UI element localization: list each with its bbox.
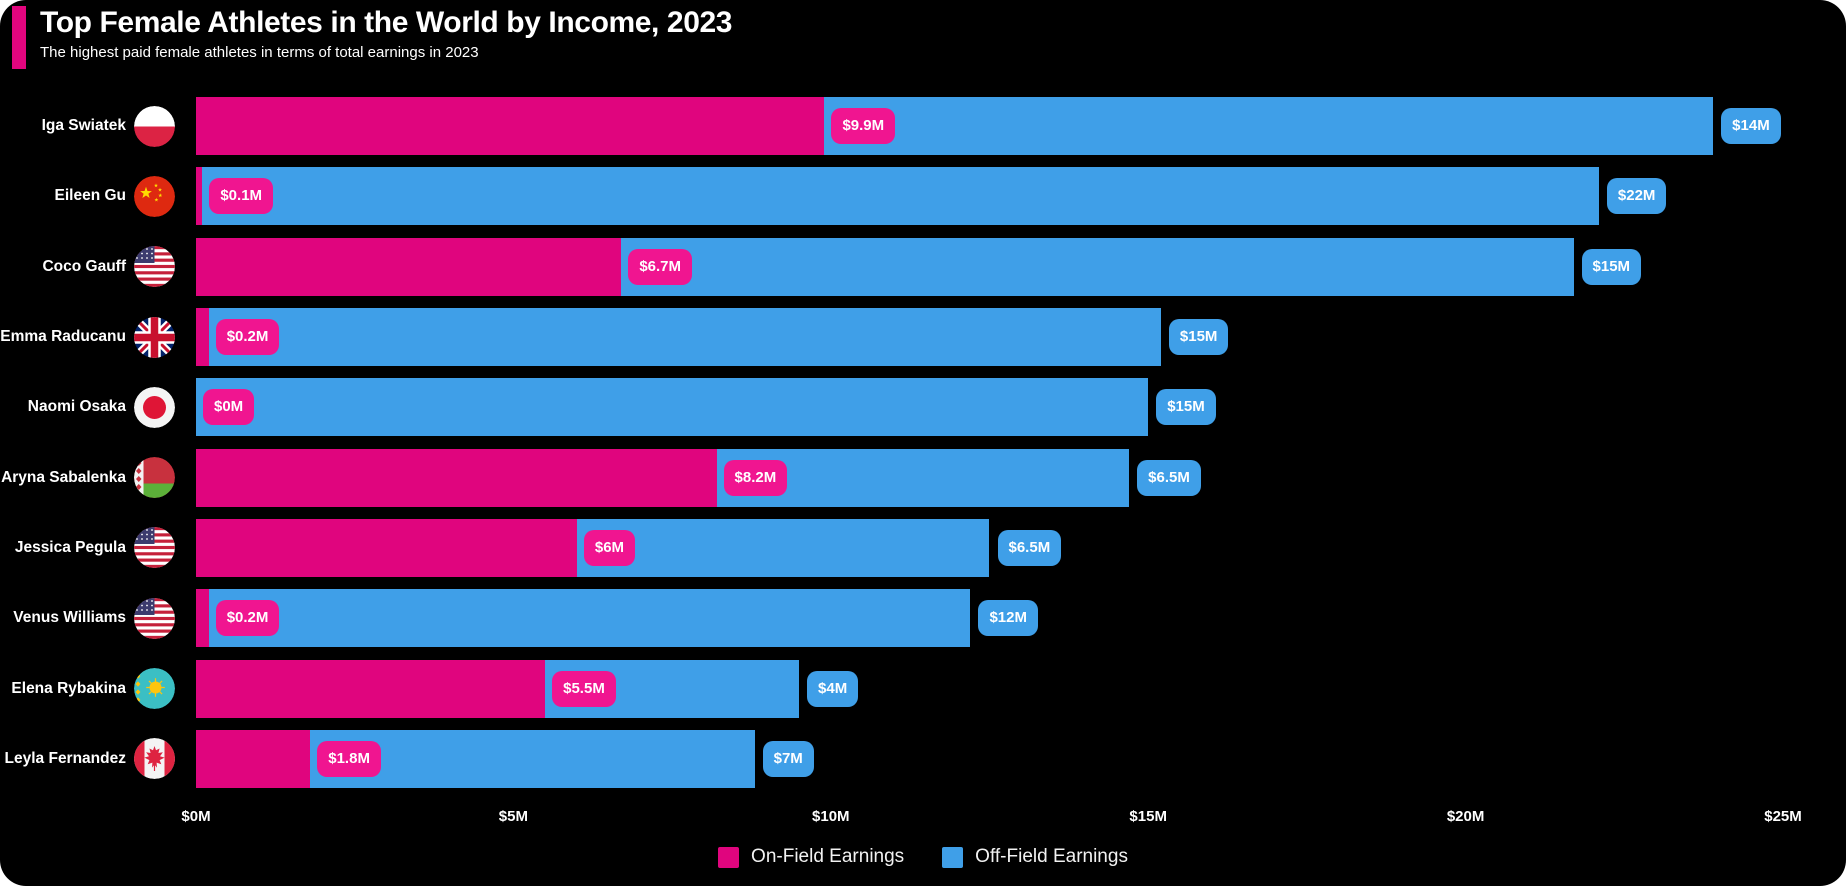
off-field-value-badge: $12M	[978, 600, 1038, 637]
bar-track: $6M $6.5M	[196, 518, 1836, 577]
on-field-bar-segment	[196, 729, 311, 788]
x-axis-tick-label: $25M	[1764, 808, 1802, 825]
off-field-value-badge: $6.5M	[1137, 459, 1201, 496]
bar-track: $9.9M $14M	[196, 97, 1836, 156]
off-field-value-badge: $6.5M	[997, 529, 1062, 566]
athlete-row: Leyla Fernandez $1.8M $7M	[0, 724, 1846, 794]
bar-track: $0.2M $15M	[196, 308, 1836, 367]
on-field-bar-segment	[196, 237, 622, 296]
bar-track: $8.2M $6.5M	[196, 448, 1836, 507]
flag-belarus-icon	[134, 457, 175, 499]
off-field-bar-segment	[208, 308, 1161, 367]
on-field-bar-segment	[196, 448, 717, 507]
on-field-value-badge: $0.2M	[215, 319, 280, 356]
on-field-value-badge: $8.2M	[723, 459, 788, 496]
bar-track: $6.7M $15M	[196, 237, 1836, 296]
bar-track: $5.5M $4M	[196, 659, 1836, 718]
on-field-bar-segment	[196, 589, 209, 648]
off-field-bar-segment	[576, 518, 990, 577]
x-axis-tick-label: $10M	[812, 808, 850, 825]
off-field-value-badge: $22M	[1606, 178, 1667, 215]
on-field-bar-segment	[196, 308, 209, 367]
flag-poland-icon	[134, 105, 175, 147]
x-axis-tick-label: $15M	[1129, 808, 1167, 825]
athlete-name: Aryna Sabalenka	[1, 468, 126, 486]
legend-label: On-Field Earnings	[751, 846, 905, 867]
x-axis-tick-label: $20M	[1446, 808, 1485, 825]
on-field-value-badge: $0.1M	[209, 178, 274, 215]
athlete-row: Naomi Osaka $0M $15M	[0, 372, 1846, 442]
on-field-value-badge: $6.7M	[628, 248, 693, 285]
title-accent-bar	[12, 6, 26, 69]
athlete-name: Emma Raducanu	[0, 328, 126, 346]
athlete-name: Leyla Fernandez	[4, 749, 126, 767]
athlete-name: Naomi Osaka	[27, 398, 126, 416]
off-field-bar-segment	[310, 729, 755, 788]
athlete-row: Eileen Gu $0.1M $22M	[0, 161, 1846, 231]
on-field-value-badge: $0.2M	[215, 600, 280, 637]
off-field-value-badge: $15M	[1156, 389, 1216, 426]
athlete-row: Venus Williams $0.2M $12M	[0, 583, 1846, 653]
athlete-name: Iga Swiatek	[41, 117, 126, 135]
athlete-name: Eileen Gu	[54, 187, 127, 205]
flag-kazakhstan-icon	[134, 668, 175, 710]
on-field-value-badge: $5.5M	[552, 670, 616, 707]
athlete-row: Coco Gauff $6.7M $15M	[0, 232, 1846, 302]
x-axis: $0M $5M $10M $15M $20M $25M	[181, 808, 1801, 830]
off-field-value-badge: $15M	[1581, 248, 1642, 285]
on-field-value-badge: $6M	[583, 529, 636, 566]
legend-item: On-Field Earnings	[718, 846, 904, 868]
off-field-value-badge: $15M	[1168, 319, 1229, 356]
athlete-row: Jessica Pegula $6M $6.5M	[0, 513, 1846, 583]
off-field-bar-segment	[202, 167, 1599, 226]
off-field-bar-segment	[208, 589, 971, 648]
athlete-name: Coco Gauff	[42, 257, 126, 275]
bar-rows: Iga Swiatek $9.9M $14M Eileen Gu $0.1M $…	[0, 91, 1846, 794]
on-field-bar-segment	[196, 659, 546, 718]
on-field-value-badge: $0M	[203, 389, 255, 426]
flag-usa-icon	[134, 597, 175, 639]
athlete-name: Jessica Pegula	[14, 538, 126, 556]
on-field-bar-segment	[196, 97, 825, 156]
athlete-row: Iga Swiatek $9.9M $14M	[0, 91, 1846, 161]
legend-item: Off-Field Earnings	[942, 846, 1128, 868]
x-axis-tick-label: $5M	[498, 808, 528, 825]
athlete-row: Elena Rybakina $5.5M $4M	[0, 653, 1846, 723]
on-field-value-badge: $1.8M	[317, 740, 381, 777]
flag-canada-icon	[134, 738, 175, 780]
off-field-value-badge: $14M	[1721, 108, 1781, 145]
flag-china-icon	[134, 175, 175, 217]
flag-usa-icon	[134, 246, 175, 288]
bar-track: $1.8M $7M	[196, 729, 1836, 788]
off-field-value-badge: $7M	[762, 740, 814, 777]
on-field-value-badge: $9.9M	[831, 108, 896, 145]
legend: On-Field Earnings Off-Field Earnings	[0, 846, 1846, 868]
off-field-bar-segment	[824, 97, 1714, 156]
athlete-name: Elena Rybakina	[11, 679, 126, 697]
x-axis-tick-label: $0M	[181, 808, 211, 825]
bar-track: $0.2M $12M	[196, 589, 1836, 648]
legend-label: Off-Field Earnings	[975, 846, 1128, 867]
off-field-bar-segment	[621, 237, 1574, 296]
on-field-bar-segment	[196, 167, 203, 226]
off-field-bar-segment	[196, 378, 1149, 437]
legend-swatch-icon	[718, 846, 740, 868]
athlete-row: Emma Raducanu $0.2M $15M	[0, 302, 1846, 372]
page-subtitle: The highest paid female athletes in term…	[40, 44, 479, 61]
athlete-row: Aryna Sabalenka $8.2M $6.5M	[0, 442, 1846, 512]
flag-japan-icon	[134, 386, 175, 428]
bar-track: $0M $15M	[196, 378, 1836, 437]
off-field-value-badge: $4M	[807, 670, 859, 707]
flag-uk-icon	[134, 316, 175, 358]
on-field-bar-segment	[196, 518, 577, 577]
flag-usa-icon	[134, 527, 175, 569]
athlete-name: Venus Williams	[13, 609, 126, 627]
page-title: Top Female Athletes in the World by Inco…	[40, 6, 733, 39]
bar-track: $0.1M $22M	[196, 167, 1836, 226]
legend-swatch-icon	[942, 846, 964, 868]
